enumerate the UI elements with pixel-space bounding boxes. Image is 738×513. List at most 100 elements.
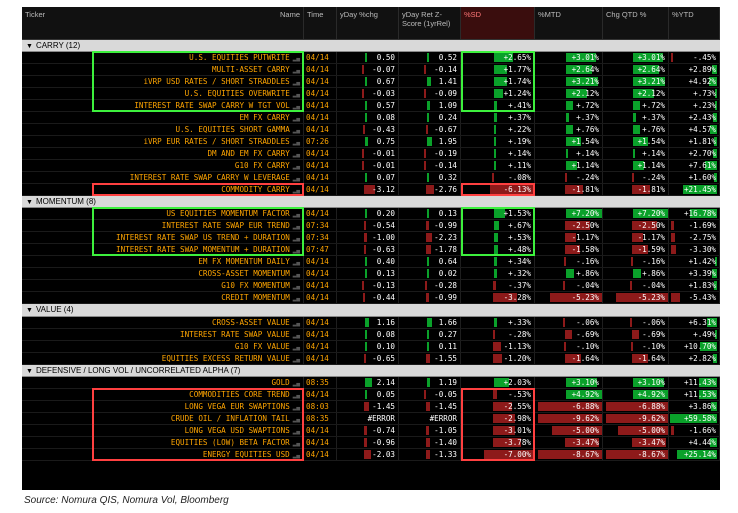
table-row[interactable]: G10 FX VALUE ▂▄ 04/14 0.10 0.11 -1.13% -.10% -.… [22,340,720,353]
table-row[interactable]: EM FX CARRY ▂▄ 04/14 0.08 0.24 +.37% +.37% +.37… [22,112,720,125]
mtd-bar [564,329,572,339]
rz-value: -2.23 [434,233,457,243]
ytd-cell: +3.39% [669,268,720,280]
ytd-cell: +1.60% [669,172,720,184]
qtd-value: -8.67% [637,449,665,459]
rz-value: 1.09 [438,101,457,111]
section-header[interactable]: ▼ DEFENSIVE / LONG VOL / UNCORRELATED ALP… [22,364,720,377]
sd-bar [494,89,504,99]
rz-cell: -1.55 [399,352,461,364]
section-header[interactable]: ▼ VALUE (4) [22,304,720,317]
sparkline-icon: ▂▄ [292,187,300,195]
table-row[interactable]: G10 FX MOMENTUM ▂▄ 04/14 -0.13 -0.28 -.37% -.0… [22,280,720,293]
sparkline-icon: ▂▄ [292,355,300,363]
table-row[interactable]: EM FX MOMENTUM DAILY ▂▄ 04/14 0.40 0.64 +.34%… [22,256,720,269]
strategy-name: COMMODITIES CORE TREND ▂▄ [22,388,304,400]
sd-cell: -.37% [461,280,535,292]
table-row[interactable]: MULTI-ASSET CARRY ▂▄ 04/14 -0.07 -0.14 +1.77%… [22,64,720,77]
header-sd[interactable]: %SD [461,7,535,39]
header-ticker[interactable]: Ticker Name [22,7,304,39]
header-ytd[interactable]: %YTD [669,7,720,39]
yd-bar [362,65,365,75]
time-cell: 04/14 [304,436,337,448]
collapse-arrow-icon[interactable]: ▼ [26,307,33,315]
table-row[interactable]: DM AND EM FX CARRY ▂▄ 04/14 -0.01 -0.19 +.14%… [22,148,720,161]
sd-value: +.33% [508,317,531,327]
mtd-cell: -5.00% [535,424,603,436]
table-row[interactable]: ENERGY EQUITIES USD ▂▄ 04/14 -2.03 -1.33 -7.0… [22,448,720,461]
header-qtd[interactable]: Chg QTD % [603,7,669,39]
table-row[interactable]: U.S. EQUITIES SHORT GAMMA ▂▄ 04/14 -0.43 -0.… [22,124,720,137]
table-row[interactable]: U.S. EQUITIES OVERWRITE ▂▄ 04/14 -0.03 -0.09… [22,88,720,101]
sd-bar [494,245,498,255]
qtd-value: +3.10% [637,377,665,387]
table-row[interactable]: INTEREST RATE SWAP US TREND + DURATION ▂▄… [22,232,720,245]
sd-cell: -6.13% [461,184,535,196]
collapse-arrow-icon[interactable]: ▼ [26,43,33,50]
table-row[interactable]: EQUITIES EXCESS RETURN VALUE ▂▄ 04/14 -0.65… [22,352,720,365]
table-row[interactable]: INTEREST RATE SWAP EUR TREND ▂▄ 07:34 -0.54… [22,220,720,233]
table-row[interactable]: INTEREST RATE SWAP CARRY W TGT VOL ▂▄ 04/1… [22,100,720,113]
collapse-arrow-icon[interactable]: ▼ [26,367,33,375]
table-row[interactable]: INTEREST RATE SWAP VALUE ▂▄ 04/14 0.08 0.27-… [22,328,720,341]
table-row[interactable]: COMMODITIES CORE TREND ▂▄ 04/14 0.05 -0.05 -.… [22,388,720,401]
mtd-bar [565,89,587,99]
qtd-value: -.04% [642,281,665,291]
table-row[interactable]: EQUITIES (LOW) BETA FACTOR ▂▄ 04/14 -0.96 -1… [22,436,720,449]
table-row[interactable]: iVRP EUR RATES / SHORT STRADDLES ▂▄ 07:26 0… [22,136,720,149]
table-row[interactable]: iVRP USD RATES / SHORT STRADDLES ▂▄ 04/14 0… [22,76,720,89]
sd-value: -1.20% [503,353,531,363]
strategy-name-text: LONG VEGA USD SWAPTIONS [184,425,290,435]
table-row[interactable]: CROSS-ASSET VALUE ▂▄ 04/14 1.16 1.66 +.33% -.0… [22,316,720,329]
strategy-name: INTEREST RATE SWAP CARRY W LEVERAGE ▂▄ [22,172,304,184]
section-header[interactable]: ▼ CARRY (12) [22,40,720,53]
table-row[interactable]: COMMODITY CARRY ▂▄ 04/14 -3.12 -2.76 -6.13% -1… [22,184,720,197]
mtd-value: -9.62% [571,413,599,423]
table-row[interactable]: LONG VEGA USD SWAPTIONS ▂▄ 04/14 -0.74 -1.05… [22,424,720,437]
section-header[interactable]: ▼ MOMENTUM (8) [22,196,720,209]
header-mtd[interactable]: %MTD [535,7,603,39]
sparkline-icon: ▂▄ [292,79,300,87]
sd-bar [494,377,509,387]
header-yday-chg[interactable]: yDay %chg [337,7,399,39]
table-row[interactable]: US EQUITIES MOMENTUM FACTOR ▂▄ 04/14 0.20 0.… [22,208,720,221]
rz-cell: 1.19 [399,376,461,388]
rz-cell: -1.05 [399,424,461,436]
table-row[interactable]: INTEREST RATE SWAP MOMENTUM + DURATION ▂▄… [22,244,720,257]
table-row[interactable]: G10 FX CARRY ▂▄ 04/14 -0.01 -0.14 +.11% +1.14%… [22,160,720,173]
sd-bar [494,77,507,87]
mtd-value: +.76% [576,125,599,135]
table-row[interactable]: INTEREST RATE SWAP CARRY W LEVERAGE ▂▄ 04/… [22,172,720,185]
sd-value: +.22% [508,125,531,135]
table-row[interactable]: LONG VEGA EUR SWAPTIONS ▂▄ 08:03 -1.45 -1.45… [22,400,720,413]
rz-value: 0.02 [438,269,457,279]
rz-value: -0.28 [434,281,457,291]
yd-bar [364,377,373,387]
table-row[interactable]: CREDIT MOMENTUM ▂▄ 04/14 -0.44 -0.99 -3.28% -5… [22,292,720,305]
table-row[interactable]: CRUDE OIL / INFLATION TAIL ▂▄ 08:35 #ERROR #… [22,412,720,425]
time-cell: 04/14 [304,52,337,64]
qtd-value: -1.59% [637,245,665,255]
table-row[interactable]: CROSS-ASSET MOMENTUM ▂▄ 04/14 0.13 0.02 +.32%… [22,268,720,281]
yd-bar [363,221,366,231]
table-row[interactable]: GOLD ▂▄ 08:35 2.14 1.19 +2.03% +3.10% +3.10% +11… [22,376,720,389]
table-row[interactable]: U.S. EQUITIES PUTWRITE ▂▄ 04/14 0.50 0.52 +2.… [22,52,720,65]
ytd-bar [671,425,674,435]
rz-value: 0.11 [438,341,457,351]
header-time[interactable]: Time [304,7,337,39]
rz-cell: 0.32 [399,172,461,184]
ytd-value: +21.45% [683,185,716,195]
collapse-arrow-icon[interactable]: ▼ [26,199,33,207]
yd-cell: #ERROR [337,412,399,424]
qtd-value: +.72% [642,101,665,111]
strategy-name-text: G10 FX VALUE [234,341,290,351]
ytd-cell: +16.78% [669,208,720,220]
sparkline-icon: ▂▄ [292,115,300,123]
rz-value: -0.19 [434,149,457,159]
ytd-value: +.49% [693,329,716,339]
header-yday-ret-z[interactable]: yDay Ret Z-Score (1yrRel) [399,7,461,39]
rz-cell: 0.52 [399,52,461,64]
rz-cell: 0.24 [399,112,461,124]
yd-cell: -1.00 [337,232,399,244]
strategy-name-text: U.S. EQUITIES OVERWRITE [184,89,290,99]
